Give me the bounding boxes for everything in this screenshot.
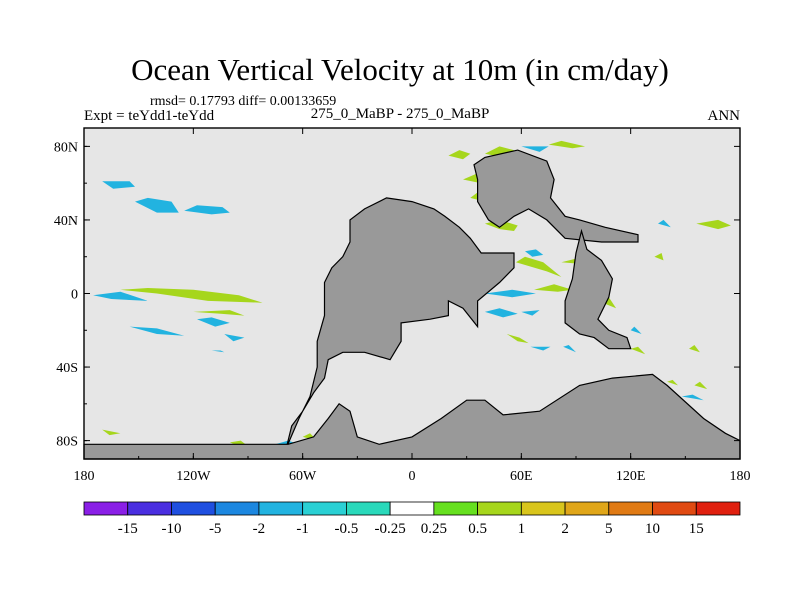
colorbar-label: 0.25 <box>421 521 447 537</box>
x-tick-label: 60W <box>289 469 317 484</box>
chart-title: Ocean Vertical Velocity at 10m (in cm/da… <box>131 52 669 87</box>
cyan-patch <box>184 205 230 215</box>
colorbar-swatch <box>258 501 304 516</box>
colorbar-label: -0.25 <box>375 521 406 537</box>
eastern-island <box>564 228 632 350</box>
case-label: 275_0_MaBP - 275_0_MaBP <box>310 106 490 122</box>
cyan-patch <box>129 326 185 336</box>
green-patch <box>630 346 646 355</box>
green-patch <box>506 334 529 344</box>
colorbar-label: 15 <box>689 521 704 537</box>
cyan-patch <box>563 345 576 353</box>
y-tick-label: 40N <box>54 214 78 229</box>
antarctica <box>83 373 741 460</box>
y-tick-label: 80S <box>56 435 78 450</box>
colorbar-swatch <box>171 501 216 516</box>
cyan-patch <box>658 219 671 228</box>
western-continent <box>285 197 515 449</box>
colorbar-swatch <box>389 501 435 516</box>
green-patch <box>120 288 263 303</box>
colorbar-label: -5 <box>209 521 222 537</box>
x-tick-label: 120W <box>176 469 211 484</box>
colorbar-swatch <box>83 501 129 516</box>
green-patch <box>548 140 586 149</box>
y-tick-label: 0 <box>71 288 78 303</box>
colorbar-label: 2 <box>561 521 569 537</box>
cyan-patch <box>197 317 230 327</box>
colorbar-swatch <box>127 501 172 516</box>
green-patch <box>694 381 708 390</box>
cyan-patch <box>530 346 551 351</box>
green-patch <box>515 256 562 277</box>
cyan-patch <box>484 289 536 298</box>
colorbar-swatch <box>520 501 566 516</box>
green-patch <box>689 345 700 353</box>
colorbar-swatch <box>564 501 610 516</box>
colorbar-swatch <box>302 501 347 516</box>
x-tick-label: 180 <box>74 469 95 484</box>
cyan-patch <box>102 181 135 189</box>
x-tick-label: 180 <box>730 469 751 484</box>
colorbar-swatch <box>695 501 741 516</box>
cyan-patch <box>630 326 642 334</box>
cyan-patch <box>681 394 704 401</box>
cyan-patch <box>521 146 549 152</box>
cyan-patch <box>211 350 225 353</box>
colorbar-swatch <box>345 501 391 516</box>
cyan-patch <box>93 291 148 301</box>
colorbar-swatch <box>652 501 697 516</box>
x-tick-label: 120E <box>616 469 646 484</box>
x-tick-label: 60E <box>510 469 533 484</box>
green-patch <box>654 253 664 261</box>
colorbar-label: 0.5 <box>468 521 487 537</box>
cyan-patch <box>224 334 245 342</box>
colorbar-label: 10 <box>645 521 660 537</box>
rmsd-diff-stats: rmsd= 0.17793 diff= 0.00133659 <box>150 94 337 109</box>
colorbar-label: -15 <box>118 521 138 537</box>
colorbar-label: 5 <box>605 521 613 537</box>
experiment-label: Expt = teYdd1-teYdd <box>84 108 215 124</box>
green-patch <box>667 379 678 386</box>
cyan-patch <box>135 197 179 213</box>
cyan-patch <box>525 249 544 257</box>
colorbar-label: 1 <box>518 521 526 537</box>
x-tick-label: 0 <box>409 469 416 484</box>
colorbar-swatch <box>433 501 479 516</box>
green-patch <box>696 219 731 230</box>
northern-continent <box>473 149 639 243</box>
colorbar-label: -1 <box>296 521 309 537</box>
colorbar-swatch <box>477 501 522 516</box>
cyan-patch <box>521 310 540 316</box>
colorbar-swatch <box>608 501 653 516</box>
cyan-patch <box>484 308 518 318</box>
colorbar-label: -2 <box>253 521 266 537</box>
colorbar-label: -10 <box>161 521 181 537</box>
green-patch <box>534 284 573 292</box>
green-patch <box>448 150 471 160</box>
y-tick-label: 80N <box>54 140 78 155</box>
green-patch <box>102 429 121 436</box>
colorbar-label: -0.5 <box>335 521 359 537</box>
colorbar-swatch <box>214 501 260 516</box>
season-label: ANN <box>707 108 741 124</box>
y-tick-label: 40S <box>56 361 78 376</box>
green-patch <box>193 310 245 316</box>
